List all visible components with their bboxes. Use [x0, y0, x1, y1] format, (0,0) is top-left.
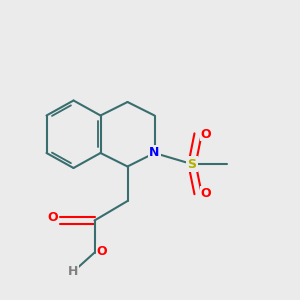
Text: O: O [97, 244, 107, 258]
Text: N: N [149, 146, 160, 160]
Text: H: H [68, 265, 79, 278]
Text: O: O [47, 211, 58, 224]
Text: S: S [188, 158, 196, 171]
Text: O: O [200, 128, 211, 141]
Text: O: O [200, 187, 211, 200]
